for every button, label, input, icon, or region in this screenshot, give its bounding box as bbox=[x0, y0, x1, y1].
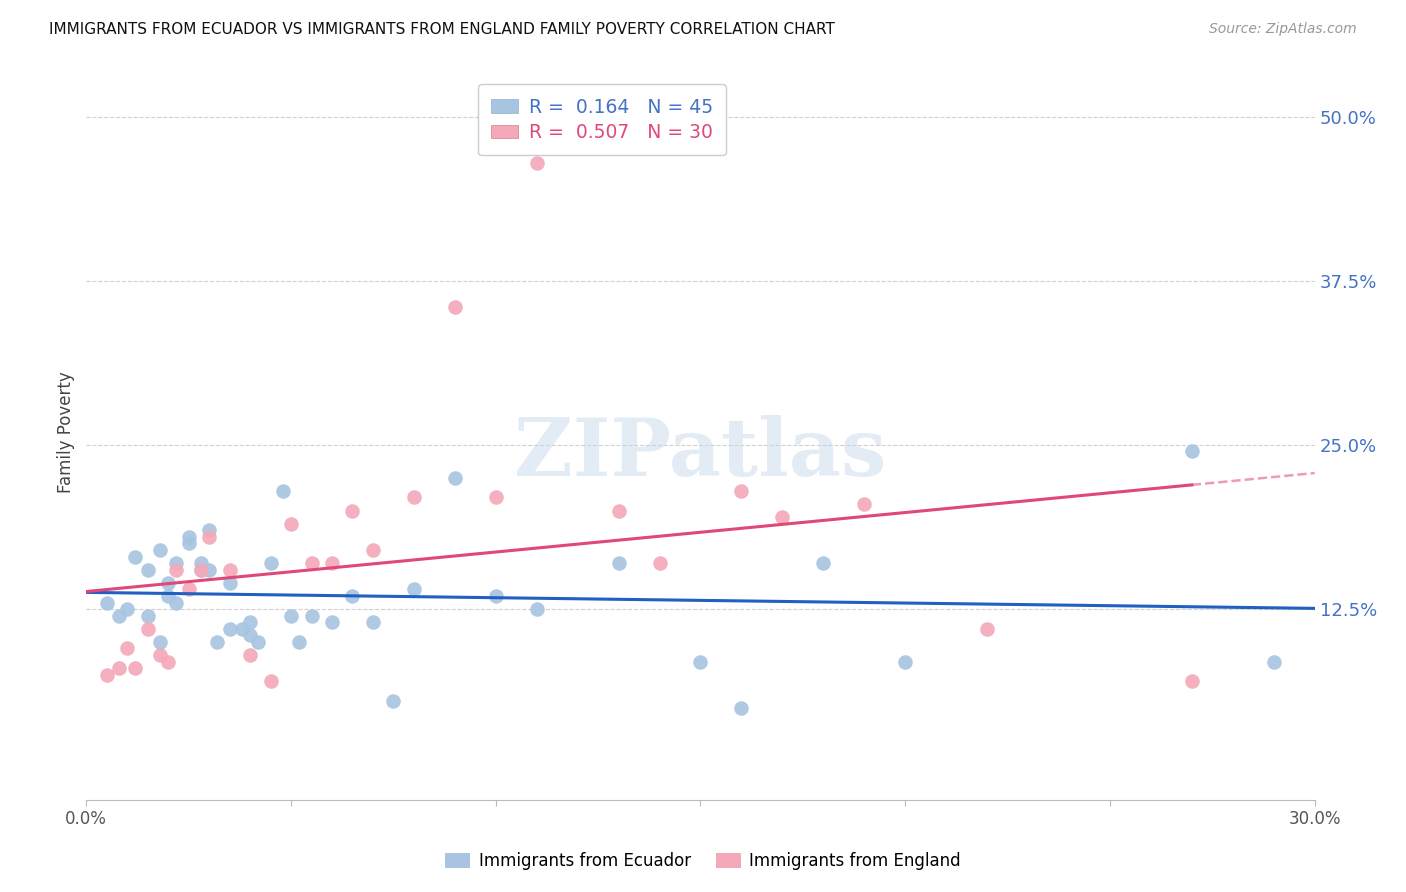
Point bbox=[239, 648, 262, 662]
Point bbox=[190, 556, 212, 570]
Point bbox=[157, 589, 180, 603]
Point bbox=[124, 549, 146, 564]
Point bbox=[247, 635, 270, 649]
Point bbox=[218, 575, 240, 590]
Point bbox=[157, 575, 180, 590]
Point bbox=[485, 491, 508, 505]
Point bbox=[218, 622, 240, 636]
Point bbox=[853, 497, 876, 511]
Point bbox=[443, 471, 465, 485]
Point bbox=[280, 516, 302, 531]
Point bbox=[813, 556, 835, 570]
Point bbox=[198, 530, 221, 544]
Point bbox=[115, 602, 138, 616]
Legend: Immigrants from Ecuador, Immigrants from England: Immigrants from Ecuador, Immigrants from… bbox=[439, 846, 967, 877]
Point bbox=[165, 563, 187, 577]
Point bbox=[165, 556, 187, 570]
Point bbox=[894, 655, 917, 669]
Point bbox=[231, 622, 253, 636]
Point bbox=[108, 661, 131, 675]
Point bbox=[149, 635, 172, 649]
Point bbox=[288, 635, 311, 649]
Point bbox=[342, 503, 364, 517]
Point bbox=[149, 543, 172, 558]
Point bbox=[689, 655, 711, 669]
Point bbox=[239, 628, 262, 642]
Point bbox=[361, 615, 384, 630]
Point bbox=[280, 608, 302, 623]
Point bbox=[485, 589, 508, 603]
Point bbox=[342, 589, 364, 603]
Point bbox=[526, 602, 548, 616]
Point bbox=[259, 556, 281, 570]
Point bbox=[136, 608, 159, 623]
Point bbox=[1181, 444, 1204, 458]
Point bbox=[149, 648, 172, 662]
Point bbox=[259, 674, 281, 689]
Point bbox=[271, 483, 294, 498]
Point bbox=[301, 608, 323, 623]
Point bbox=[607, 556, 630, 570]
Legend: R =  0.164   N = 45, R =  0.507   N = 30: R = 0.164 N = 45, R = 0.507 N = 30 bbox=[478, 85, 725, 155]
Point bbox=[361, 543, 384, 558]
Point bbox=[730, 700, 752, 714]
Point bbox=[124, 661, 146, 675]
Text: ZIPatlas: ZIPatlas bbox=[515, 415, 887, 493]
Point bbox=[402, 491, 425, 505]
Point bbox=[321, 556, 343, 570]
Text: IMMIGRANTS FROM ECUADOR VS IMMIGRANTS FROM ENGLAND FAMILY POVERTY CORRELATION CH: IMMIGRANTS FROM ECUADOR VS IMMIGRANTS FR… bbox=[49, 22, 835, 37]
Point bbox=[301, 556, 323, 570]
Point bbox=[207, 635, 229, 649]
Point bbox=[607, 503, 630, 517]
Point bbox=[1181, 674, 1204, 689]
Point bbox=[96, 667, 118, 681]
Point bbox=[157, 655, 180, 669]
Point bbox=[218, 563, 240, 577]
Point bbox=[770, 510, 793, 524]
Y-axis label: Family Poverty: Family Poverty bbox=[58, 371, 75, 492]
Point bbox=[177, 536, 200, 550]
Point bbox=[648, 556, 671, 570]
Point bbox=[402, 582, 425, 597]
Text: Source: ZipAtlas.com: Source: ZipAtlas.com bbox=[1209, 22, 1357, 37]
Point bbox=[526, 155, 548, 169]
Point bbox=[730, 483, 752, 498]
Point bbox=[177, 582, 200, 597]
Point bbox=[136, 622, 159, 636]
Point bbox=[136, 563, 159, 577]
Point bbox=[96, 595, 118, 609]
Point bbox=[443, 300, 465, 314]
Point bbox=[382, 694, 405, 708]
Point bbox=[177, 530, 200, 544]
Point bbox=[976, 622, 998, 636]
Point bbox=[165, 595, 187, 609]
Point bbox=[239, 615, 262, 630]
Point bbox=[198, 523, 221, 537]
Point bbox=[190, 563, 212, 577]
Point bbox=[1263, 655, 1285, 669]
Point bbox=[198, 563, 221, 577]
Point bbox=[108, 608, 131, 623]
Point bbox=[115, 641, 138, 656]
Point bbox=[321, 615, 343, 630]
Point bbox=[190, 563, 212, 577]
